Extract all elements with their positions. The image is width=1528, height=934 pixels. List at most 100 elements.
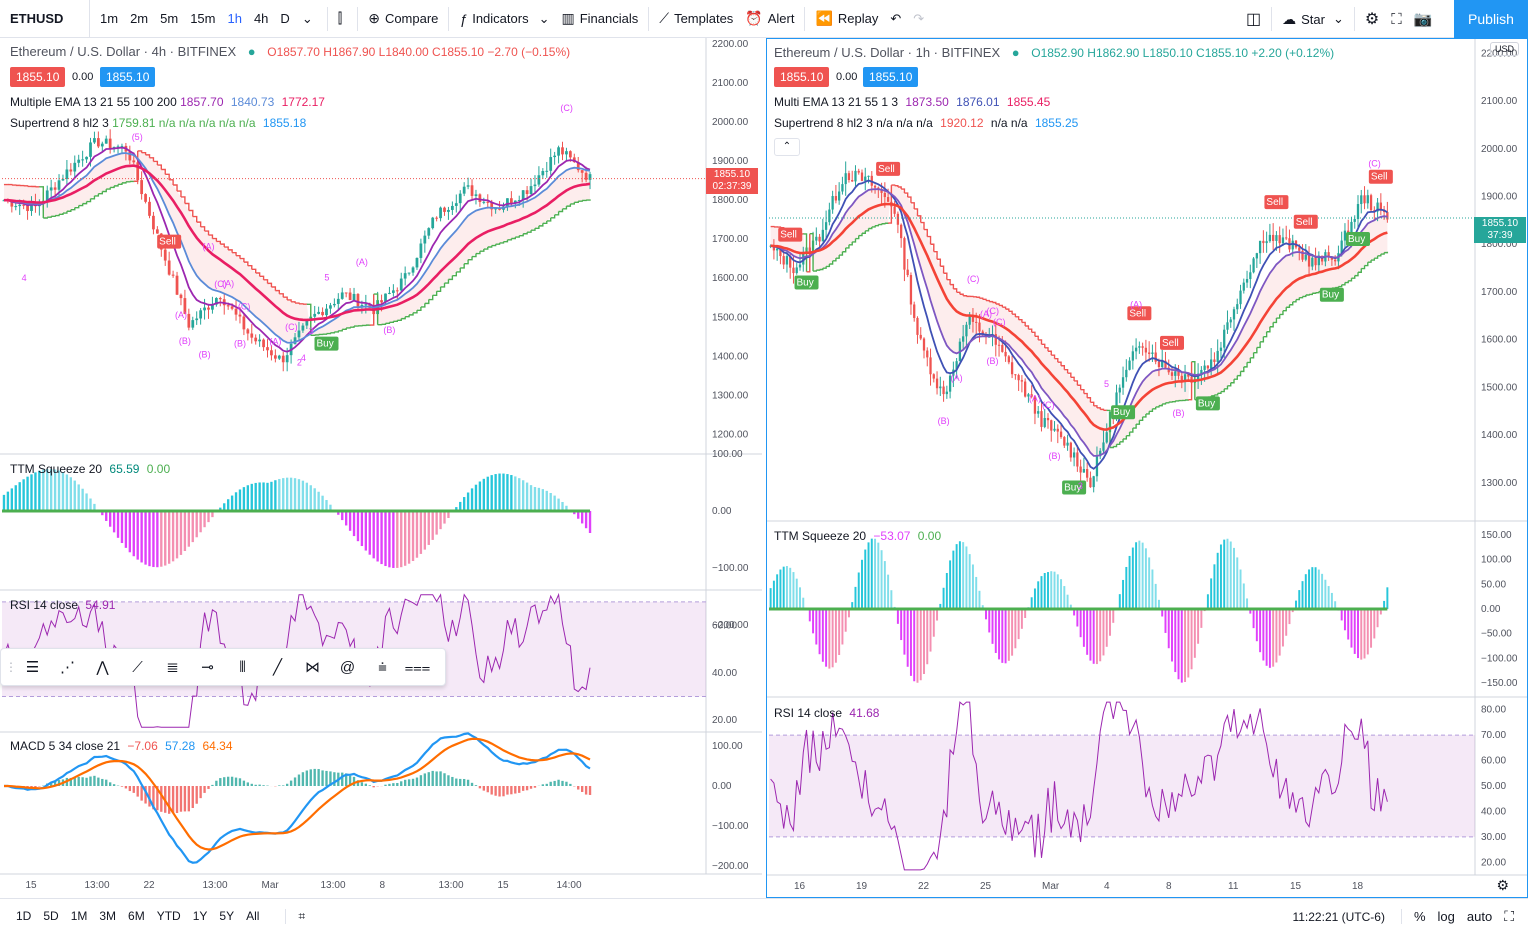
wave-label: (B)	[234, 338, 246, 348]
candle-body	[494, 208, 498, 210]
candle-body	[155, 229, 159, 234]
star-button[interactable]: ☁ Star ⌄	[1276, 0, 1350, 38]
range-5Y[interactable]: 5Y	[219, 909, 235, 923]
ttm-zero: 0.00	[146, 462, 171, 476]
supertrend-line	[491, 244, 497, 247]
supertrend-line	[1305, 294, 1310, 296]
percent-toggle[interactable]: %	[1400, 909, 1432, 924]
left-chart-pane[interactable]: 2200.00 2100.00 2000.00 1900.00 1800.00 1700.…	[0, 38, 762, 898]
candle-body	[968, 315, 971, 325]
log-toggle[interactable]: log	[1437, 909, 1455, 924]
indicators-button[interactable]: ƒ Indicators ⌄	[453, 0, 555, 38]
range-1M[interactable]: 1M	[70, 909, 88, 923]
interval-5m[interactable]: 5m	[160, 11, 179, 26]
fullscreen-button[interactable]: ⛶	[1385, 0, 1408, 38]
candle-body	[203, 307, 206, 311]
left-bid-badge[interactable]: 1855.10	[10, 67, 66, 87]
candle-body	[1174, 371, 1177, 376]
candle-body	[1056, 428, 1059, 432]
parallel-channel-icon[interactable]: ⩧	[378, 658, 387, 676]
fib-retracement-icon[interactable]: ≣	[166, 659, 179, 676]
trend-line-icon[interactable]: ⟋	[132, 658, 143, 676]
collapse-legend-button[interactable]: ⌃	[774, 138, 800, 156]
left-ask-badge[interactable]: 1855.10	[100, 67, 156, 87]
supertrend-line	[1377, 254, 1382, 257]
price-axis-label: 1200.00	[712, 429, 749, 440]
candle-body	[238, 314, 242, 317]
clock[interactable]: 11:22:21 (UTC-6)	[1292, 909, 1385, 924]
supertrend-line	[904, 192, 909, 198]
interval-2m[interactable]: 2m	[130, 11, 149, 26]
pattern-icon[interactable]: ⋈	[305, 659, 320, 676]
undo-button[interactable]: ↶	[884, 0, 907, 38]
supertrend-line	[397, 318, 402, 322]
interval-4h[interactable]: 4h	[253, 11, 269, 26]
drag-handle-icon[interactable]: ⋮	[5, 660, 17, 674]
vertical-lines-icon[interactable]: ⦀	[239, 658, 246, 676]
gear-icon[interactable]: ⚙	[1496, 877, 1509, 893]
templates-button[interactable]: ⟋ Templates	[653, 0, 739, 38]
line-icon[interactable]: ╱	[272, 659, 283, 676]
supertrend-line	[1061, 365, 1066, 370]
interval-D[interactable]: D	[280, 11, 290, 26]
candle-body	[474, 194, 478, 196]
supertrend-line	[338, 329, 343, 332]
layout-button[interactable]: ◫	[1240, 0, 1267, 38]
right-ask-badge[interactable]: 1855.10	[863, 67, 919, 87]
elliott-correction-icon[interactable]: ⋀	[96, 659, 109, 676]
horizontal-ray-icon[interactable]: ⊸	[201, 659, 214, 676]
right-chart-pane[interactable]: 2200.00 2100.00 2000.00 1900.00 1800.00 1700.…	[766, 38, 1528, 898]
publish-button[interactable]: Publish	[1454, 0, 1528, 38]
symbol-search[interactable]: ETHUSD	[0, 0, 90, 38]
range-YTD[interactable]: YTD	[156, 909, 181, 923]
interval-15m[interactable]: 15m	[190, 11, 216, 26]
right-bid-badge[interactable]: 1855.10	[774, 67, 830, 87]
candle-body	[242, 316, 246, 330]
elliott-impulse-icon[interactable]: ⋰	[60, 659, 75, 676]
fullscreen-icon[interactable]: ⛶	[1504, 908, 1514, 924]
supertrend-line	[1299, 296, 1304, 299]
settings-button[interactable]: ⚙	[1359, 0, 1385, 38]
currency-label[interactable]: USD	[1489, 42, 1519, 56]
layout-icon: ◫	[1246, 11, 1262, 28]
candle-body	[144, 194, 147, 202]
candle-body	[45, 190, 49, 201]
range-All[interactable]: All	[246, 909, 260, 923]
left-chart-canvas[interactable]: 2200.002100.002000.001900.001800.001700.…	[0, 38, 762, 898]
macd-value-3: 64.34	[202, 739, 233, 753]
financials-button[interactable]: ▥ Financials	[555, 0, 644, 38]
supertrend-line	[145, 154, 151, 158]
spiral-icon[interactable]: @	[339, 658, 356, 676]
sell-marker	[157, 234, 182, 249]
date-range-icon[interactable]: ⌗	[285, 909, 311, 924]
auto-toggle[interactable]: auto	[1466, 909, 1493, 924]
range-3M[interactable]: 3M	[99, 909, 117, 923]
interval-1h[interactable]: 1h	[227, 11, 242, 26]
replay-button[interactable]: ⏪ Replay	[809, 0, 884, 38]
redo-button[interactable]: ↷	[907, 0, 930, 38]
snapshot-button[interactable]: 📷	[1408, 0, 1439, 38]
chevron-down-icon[interactable]: ⌄	[301, 10, 313, 26]
buy-label: Buy	[1198, 398, 1215, 409]
candle-body	[1226, 322, 1229, 330]
interval-1m[interactable]: 1m	[100, 11, 119, 26]
right-chart-canvas[interactable]: 2200.00 2100.00 2000.00 1900.00 1800.00 1700.…	[767, 39, 1527, 897]
candle-body	[903, 238, 906, 270]
supertrend-line	[66, 209, 72, 212]
compare-button[interactable]: ⊕ Compare	[362, 0, 444, 38]
regression-icon[interactable]: ⩶	[404, 658, 431, 676]
supertrend-last: 1855.18	[262, 116, 307, 130]
candle-body	[913, 304, 916, 318]
supertrend-line	[1142, 413, 1147, 418]
alert-button[interactable]: ⏰ Alert	[739, 0, 800, 38]
range-5D[interactable]: 5D	[43, 909, 59, 923]
horizontal-lines-icon[interactable]: ☰	[25, 659, 40, 676]
chart-type-button[interactable]: ⫿	[332, 0, 353, 38]
range-1Y[interactable]: 1Y	[192, 909, 208, 923]
bottom-right-group: 11:22:21 (UTC-6) % log auto ⛶	[1286, 908, 1528, 925]
range-6M[interactable]: 6M	[128, 909, 145, 923]
macd-value-1: −7.06	[127, 739, 158, 753]
range-1D[interactable]: 1D	[16, 909, 32, 923]
supertrend-line	[165, 173, 170, 180]
sell-marker	[876, 161, 901, 176]
